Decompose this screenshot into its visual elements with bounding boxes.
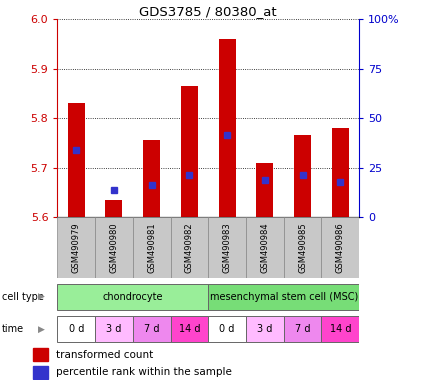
Text: chondrocyte: chondrocyte [102, 291, 163, 302]
Text: GSM490983: GSM490983 [223, 222, 232, 273]
Bar [68, 103, 85, 217]
Text: transformed count: transformed count [56, 349, 153, 359]
Text: GSM490979: GSM490979 [72, 222, 81, 273]
Text: mesenchymal stem cell (MSC): mesenchymal stem cell (MSC) [210, 291, 358, 302]
Text: 7 d: 7 d [144, 324, 159, 334]
Bar [105, 200, 122, 217]
Bar [321, 316, 359, 342]
Bar [57, 217, 95, 278]
Text: ▶: ▶ [38, 325, 45, 334]
Text: ▶: ▶ [38, 292, 45, 301]
Bar [95, 316, 133, 342]
Bar [246, 217, 284, 278]
Text: GSM490982: GSM490982 [185, 222, 194, 273]
Text: 0 d: 0 d [219, 324, 235, 334]
Text: 14 d: 14 d [329, 324, 351, 334]
Bar [133, 217, 170, 278]
Bar [133, 316, 170, 342]
Text: time: time [2, 324, 24, 334]
Text: GSM490986: GSM490986 [336, 222, 345, 273]
Bar [143, 140, 160, 217]
Bar [33, 348, 48, 361]
Bar [321, 217, 359, 278]
Bar [181, 86, 198, 217]
Bar [218, 39, 235, 217]
Bar [208, 316, 246, 342]
Bar [57, 316, 95, 342]
Text: 3 d: 3 d [257, 324, 272, 334]
Text: GSM490984: GSM490984 [261, 222, 269, 273]
Text: 14 d: 14 d [178, 324, 200, 334]
Bar [284, 217, 321, 278]
Bar [170, 217, 208, 278]
Bar [208, 284, 359, 310]
Text: GSM490980: GSM490980 [110, 222, 119, 273]
Text: GSM490985: GSM490985 [298, 222, 307, 273]
Text: 3 d: 3 d [106, 324, 122, 334]
Bar [57, 284, 208, 310]
Bar [246, 316, 284, 342]
Bar [33, 366, 48, 379]
Text: 7 d: 7 d [295, 324, 310, 334]
Title: GDS3785 / 80380_at: GDS3785 / 80380_at [139, 5, 277, 18]
Bar [256, 162, 273, 217]
Bar [332, 128, 349, 217]
Bar [95, 217, 133, 278]
Text: cell type: cell type [2, 291, 44, 302]
Bar [170, 316, 208, 342]
Text: percentile rank within the sample: percentile rank within the sample [56, 367, 232, 377]
Text: 0 d: 0 d [68, 324, 84, 334]
Bar [294, 136, 311, 217]
Bar [208, 217, 246, 278]
Bar [284, 316, 321, 342]
Text: GSM490981: GSM490981 [147, 222, 156, 273]
